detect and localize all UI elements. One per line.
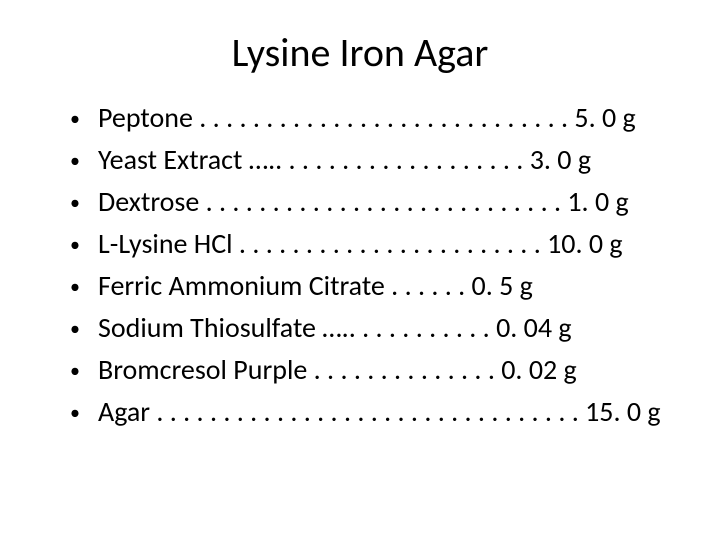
bullet-icon: • <box>70 104 98 134</box>
ingredient-line: Agar . . . . . . . . . . . . . . . . . .… <box>98 391 661 433</box>
ingredient-line: Yeast Extract ….. . . . . . . . . . . . … <box>98 139 591 181</box>
list-item: • Ferric Ammonium Citrate . . . . . . 0.… <box>70 265 650 307</box>
list-item: • L-Lysine HCl . . . . . . . . . . . . .… <box>70 223 650 265</box>
ingredient-line: L-Lysine HCl . . . . . . . . . . . . . .… <box>98 223 623 265</box>
ingredient-line: Dextrose . . . . . . . . . . . . . . . .… <box>98 181 629 223</box>
list-item: • Sodium Thiosulfate ….. . . . . . . . .… <box>70 307 650 349</box>
list-item: • Agar . . . . . . . . . . . . . . . . .… <box>70 391 650 433</box>
slide-title: Lysine Iron Agar <box>0 0 720 97</box>
ingredient-line: Ferric Ammonium Citrate . . . . . . 0. 5… <box>98 265 533 307</box>
bullet-icon: • <box>70 398 98 428</box>
bullet-icon: • <box>70 356 98 386</box>
list-item: • Yeast Extract ….. . . . . . . . . . . … <box>70 139 650 181</box>
ingredient-line: Peptone . . . . . . . . . . . . . . . . … <box>98 97 636 139</box>
bullet-icon: • <box>70 314 98 344</box>
bullet-icon: • <box>70 272 98 302</box>
bullet-icon: • <box>70 188 98 218</box>
bullet-icon: • <box>70 146 98 176</box>
ingredient-line: Sodium Thiosulfate ….. . . . . . . . . .… <box>98 307 572 349</box>
ingredient-list: • Peptone . . . . . . . . . . . . . . . … <box>0 97 720 433</box>
bullet-icon: • <box>70 230 98 260</box>
list-item: • Peptone . . . . . . . . . . . . . . . … <box>70 97 650 139</box>
list-item: • Bromcresol Purple . . . . . . . . . . … <box>70 349 650 391</box>
list-item: • Dextrose . . . . . . . . . . . . . . .… <box>70 181 650 223</box>
ingredient-line: Bromcresol Purple . . . . . . . . . . . … <box>98 349 577 391</box>
